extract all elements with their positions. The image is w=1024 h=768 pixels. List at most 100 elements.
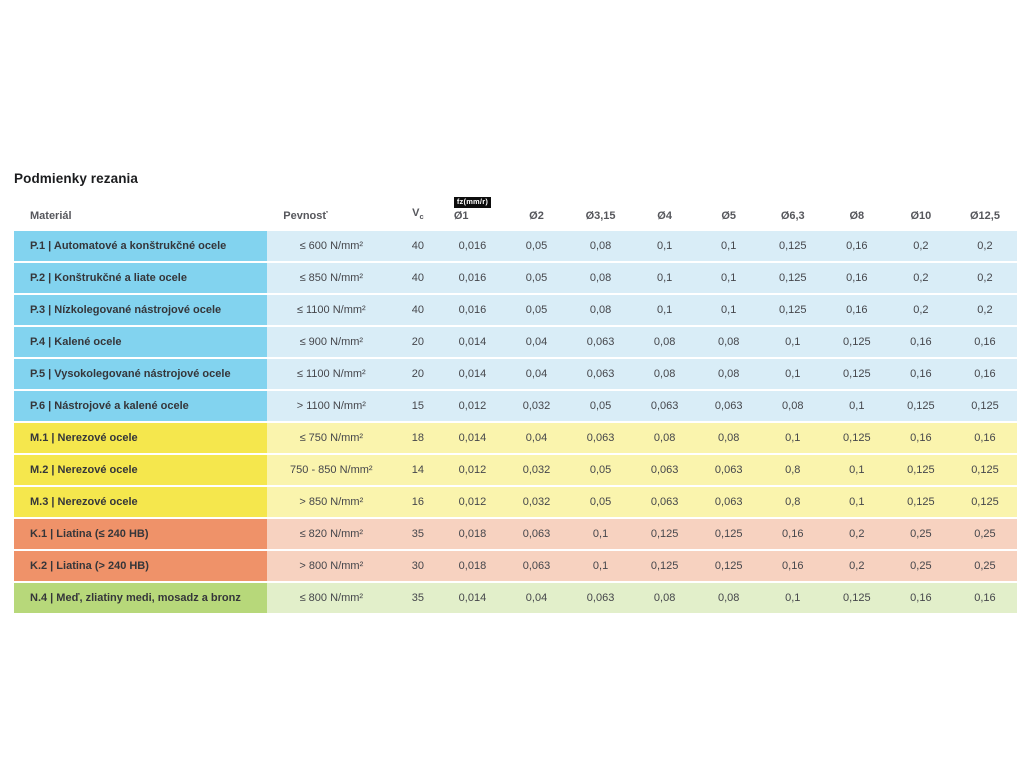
fz-cell: 0,063 [504,551,569,582]
col-header-material: Materiál [30,209,72,222]
fz-cell: 0,16 [952,583,1017,614]
fz-cell: 0,16 [888,423,953,454]
fz-cell: 0,1 [824,391,889,422]
strength-cell: ≤ 600 N/mm² [267,231,396,262]
vc-cell: 35 [395,519,441,550]
fz-cell: 0,08 [696,583,761,614]
fz-cell: 0,125 [696,519,761,550]
table-row: M.2 | Nerezové ocele 750 - 850 N/mm² 14 0,0… [14,455,1017,486]
fz-cell: 0,016 [440,295,505,326]
fz-cell: 0,16 [888,327,953,358]
fz-cell: 0,063 [504,519,569,550]
fz-cell: 0,05 [504,231,569,262]
fz-cell: 0,1 [568,551,633,582]
fz-cell: 0,05 [504,263,569,294]
vc-cell: 35 [395,583,441,614]
fz-cell: 0,125 [888,391,953,422]
fz-cell: 0,014 [440,327,505,358]
fz-cell: 0,1 [824,455,889,486]
fz-cell: 0,8 [760,487,825,518]
fz-cell: 0,04 [504,583,569,614]
vc-subscript: c [419,212,424,222]
material-cell: M.3 | Nerezové ocele [14,487,268,518]
fz-cell: 0,125 [888,487,953,518]
col-header-d12-5: Ø12,5 [969,209,1000,222]
fz-cell: 0,014 [440,423,505,454]
fz-cell: 0,1 [696,295,761,326]
fz-cell: 0,08 [696,327,761,358]
material-cell: P.4 | Kalené ocele [14,327,268,358]
fz-cell: 0,2 [824,551,889,582]
fz-cell: 0,125 [952,391,1017,422]
fz-cell: 0,125 [824,359,889,390]
vc-cell: 30 [395,551,441,582]
fz-cell: 0,16 [952,327,1017,358]
table-row: M.1 | Nerezové ocele ≤ 750 N/mm² 18 0,014 0,… [14,423,1017,454]
vc-label: V [412,207,420,220]
cutting-conditions-table: Materiál Pevnosť Vc fz(mm/r) Ø1 Ø2 Ø3,15… [14,193,1017,615]
table-row: K.2 | Liatina (> 240 HB) > 800 N/mm² 30 0,0… [14,551,1017,582]
fz-cell: 0,063 [568,359,633,390]
vc-cell: 40 [395,263,441,294]
fz-cell: 0,1 [760,359,825,390]
fz-cell: 0,05 [504,295,569,326]
material-cell: P.2 | Konštrukčné a liate ocele [14,263,268,294]
fz-cell: 0,012 [440,455,505,486]
fz-cell: 0,125 [632,551,697,582]
table-row: P.3 | Nízkolegované nástrojové ocele ≤ 11… [14,295,1017,326]
fz-cell: 0,25 [888,551,953,582]
fz-cell: 0,063 [632,391,697,422]
fz-cell: 0,08 [568,231,633,262]
fz-cell: 0,2 [824,519,889,550]
fz-cell: 0,014 [440,583,505,614]
strength-cell: ≤ 750 N/mm² [267,423,396,454]
fz-cell: 0,08 [632,423,697,454]
strength-cell: ≤ 1100 N/mm² [267,295,396,326]
col-header-d10: Ø10 [910,209,932,222]
fz-cell: 0,25 [952,519,1017,550]
table-body: P.1 | Automatové a konštrukčné ocele ≤ 60… [14,231,1017,614]
fz-cell: 0,05 [568,487,633,518]
table-row: P.2 | Konštrukčné a liate ocele ≤ 850 N/m… [14,263,1017,294]
col-header-d1: fz(mm/r) Ø1 [440,195,504,229]
col-header-d3-15: Ø3,15 [585,209,616,222]
table-row: P.1 | Automatové a konštrukčné ocele ≤ 60… [14,231,1017,262]
fz-cell: 0,032 [504,391,569,422]
fz-cell: 0,05 [568,455,633,486]
fz-cell: 0,2 [888,295,953,326]
fz-cell: 0,014 [440,359,505,390]
material-cell: P.5 | Vysokolegované nástrojové ocele [14,359,268,390]
fz-cell: 0,1 [632,263,697,294]
fz-cell: 0,032 [504,487,569,518]
fz-cell: 0,125 [632,519,697,550]
strength-cell: ≤ 850 N/mm² [267,263,396,294]
fz-cell: 0,25 [952,551,1017,582]
fz-cell: 0,1 [760,583,825,614]
fz-cell: 0,063 [696,455,761,486]
fz-cell: 0,16 [824,295,889,326]
fz-cell: 0,16 [952,423,1017,454]
col-header-vc: Vc [395,195,440,229]
fz-cell: 0,16 [952,359,1017,390]
header-row: Materiál Pevnosť Vc fz(mm/r) Ø1 Ø2 Ø3,15… [14,195,1017,229]
fz-cell: 0,063 [696,487,761,518]
vc-cell: 20 [395,359,441,390]
col-header-d4: Ø4 [657,209,672,222]
fz-cell: 0,018 [440,519,505,550]
vc-cell: 40 [395,295,441,326]
strength-cell: ≤ 900 N/mm² [267,327,396,358]
fz-cell: 0,063 [632,487,697,518]
fz-cell: 0,25 [888,519,953,550]
fz-cell: 0,063 [568,583,633,614]
fz-cell: 0,8 [760,455,825,486]
fz-cell: 0,16 [824,263,889,294]
table-row: P.5 | Vysokolegované nástrojové ocele ≤ 1… [14,359,1017,390]
vc-cell: 40 [395,231,441,262]
col-header-d8: Ø8 [849,209,865,222]
material-cell: K.1 | Liatina (≤ 240 HB) [14,519,268,550]
fz-cell: 0,08 [696,423,761,454]
fz-cell: 0,16 [760,551,825,582]
material-cell: P.6 | Nástrojové a kalené ocele [14,391,268,422]
strength-cell: ≤ 800 N/mm² [267,583,396,614]
